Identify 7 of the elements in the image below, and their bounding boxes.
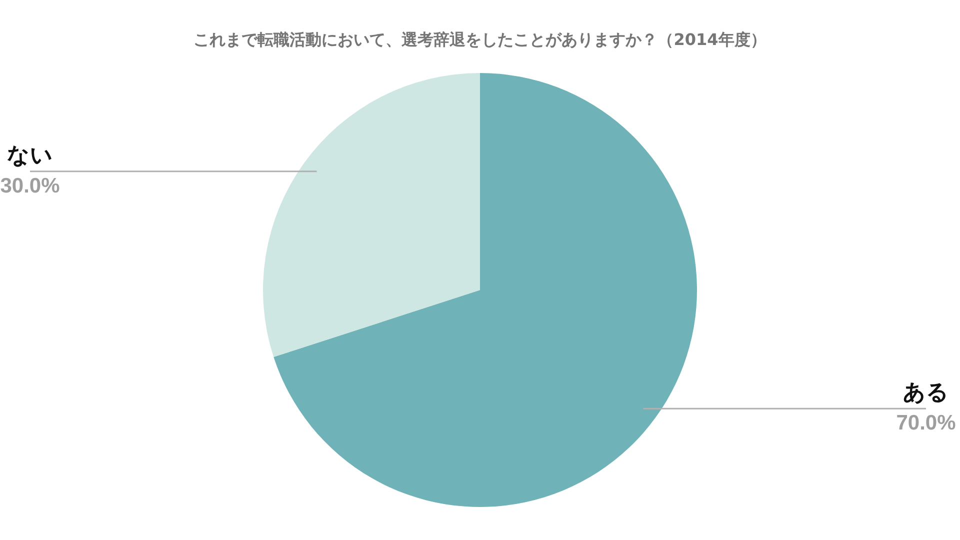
pie-slice	[274, 73, 697, 507]
slice-label: ある	[903, 380, 949, 406]
pie-slice	[263, 73, 480, 358]
chart-title: これまで転職活動において、選考辞退をしたことがありますか？（2014年度）	[194, 30, 766, 49]
data-label: 30.0%	[0, 174, 60, 198]
data-label: 70.0%	[896, 412, 956, 435]
slice-label: ない	[7, 143, 53, 168]
